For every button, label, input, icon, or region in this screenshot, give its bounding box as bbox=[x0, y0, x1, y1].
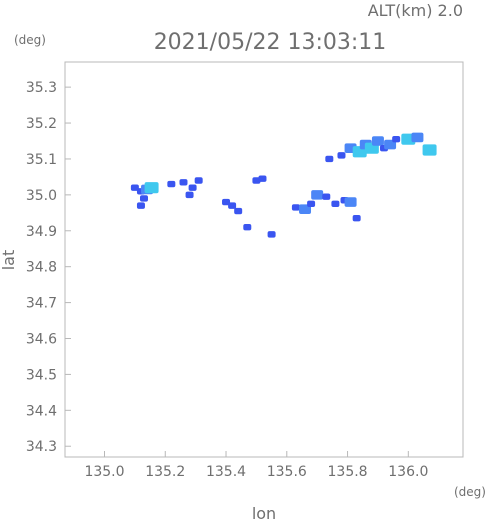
y-axis-label: lat bbox=[0, 250, 18, 271]
y-tick-label: 35.0 bbox=[26, 188, 57, 204]
echo-cell bbox=[307, 200, 316, 208]
y-tick-label: 34.4 bbox=[26, 403, 57, 419]
y-tick-label: 34.3 bbox=[26, 439, 57, 455]
echo-cell bbox=[331, 200, 340, 208]
echo-cell bbox=[422, 144, 437, 156]
x-tick-label: 135.8 bbox=[328, 464, 368, 480]
x-tick-label: 135.4 bbox=[206, 464, 246, 480]
x-tick-label: 135.2 bbox=[145, 464, 185, 480]
chart-title: 2021/05/22 13:03:11 bbox=[154, 30, 387, 55]
y-tick-label: 35.2 bbox=[26, 116, 57, 132]
echo-cell bbox=[344, 197, 357, 207]
y-tick-label: 34.9 bbox=[26, 224, 57, 240]
echo-cell bbox=[291, 204, 300, 211]
echo-cell bbox=[243, 223, 252, 231]
y-tick-label: 34.5 bbox=[26, 367, 57, 383]
echo-cell bbox=[352, 215, 361, 222]
plot-frame bbox=[64, 61, 464, 458]
echo-cell bbox=[325, 155, 334, 163]
altitude-subtitle: ALT(km) 2.0 bbox=[368, 1, 463, 20]
echo-cell bbox=[311, 190, 324, 200]
y-tick-label: 34.7 bbox=[26, 296, 57, 312]
echo-cell bbox=[392, 136, 401, 143]
x-axis-label: lon bbox=[252, 504, 276, 521]
echo-cell bbox=[167, 180, 176, 188]
y-tick-label: 35.1 bbox=[26, 152, 57, 168]
x-tick-label: 135.6 bbox=[267, 464, 307, 480]
echo-cell bbox=[228, 202, 237, 209]
echo-cell bbox=[234, 207, 243, 215]
echo-cell bbox=[322, 193, 331, 200]
x-tick-label: 136.0 bbox=[388, 464, 428, 480]
echo-cell bbox=[144, 182, 159, 194]
echo-cell bbox=[258, 175, 267, 182]
echo-cell bbox=[194, 177, 203, 184]
echo-cell bbox=[411, 132, 424, 143]
echo-cell bbox=[384, 139, 397, 150]
x-unit-label: (deg) bbox=[454, 485, 486, 499]
echo-cell bbox=[179, 179, 188, 186]
y-tick-label: 34.6 bbox=[26, 332, 57, 348]
echo-cell bbox=[130, 184, 139, 191]
y-tick-label: 34.8 bbox=[26, 260, 57, 276]
echo-cell bbox=[267, 231, 276, 238]
echo-cell bbox=[188, 184, 197, 191]
x-tick-label: 135.0 bbox=[84, 464, 124, 480]
echo-cell bbox=[139, 195, 148, 202]
echo-cell bbox=[222, 198, 231, 206]
y-tick-label: 35.3 bbox=[26, 80, 57, 96]
echo-cell bbox=[136, 202, 145, 209]
echo-cell bbox=[252, 177, 261, 184]
y-unit-label: (deg) bbox=[14, 33, 46, 47]
echo-cell bbox=[337, 152, 346, 159]
echo-cell bbox=[185, 191, 194, 199]
echo-cell bbox=[299, 204, 312, 215]
echo-cell bbox=[371, 136, 384, 146]
